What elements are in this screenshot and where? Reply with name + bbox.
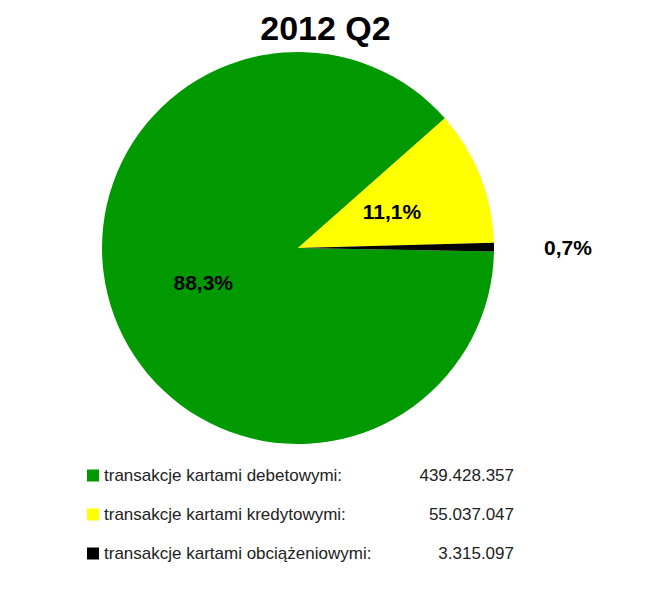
svg-text:55.037.047: 55.037.047 (429, 505, 514, 524)
svg-text:transakcje kartami debetowymi:: transakcje kartami debetowymi: (104, 466, 342, 485)
svg-text:3.315.097: 3.315.097 (438, 544, 514, 563)
svg-text:0,7%: 0,7% (544, 236, 592, 259)
svg-text:11,1%: 11,1% (363, 200, 422, 223)
svg-text:439.428.357: 439.428.357 (419, 466, 514, 485)
svg-text:2012 Q2: 2012 Q2 (260, 9, 390, 47)
svg-text:transakcje kartami obciążeniow: transakcje kartami obciążeniowymi: (104, 544, 371, 563)
svg-text:transakcje kartami kredytowymi: transakcje kartami kredytowymi: (104, 505, 346, 524)
svg-text:88,3%: 88,3% (173, 271, 233, 294)
